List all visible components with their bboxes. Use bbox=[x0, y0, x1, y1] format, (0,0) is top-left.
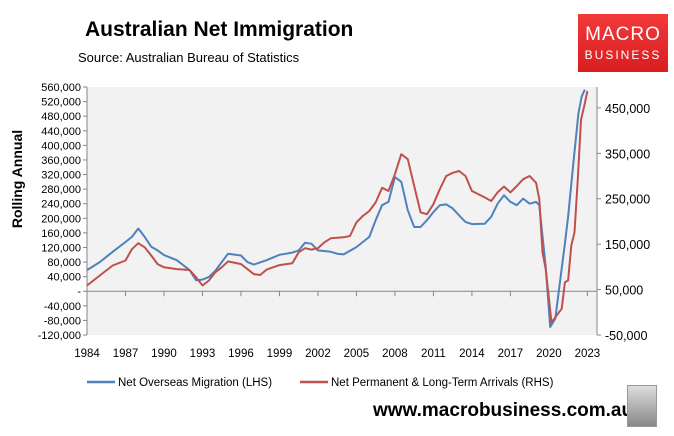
legend-label: Net Overseas Migration (LHS) bbox=[118, 377, 272, 389]
y-left-tick-label: -40,000 bbox=[44, 301, 81, 313]
x-tick-label: 1999 bbox=[267, 348, 293, 360]
x-tick-label: 2017 bbox=[498, 348, 524, 360]
x-tick-label: 2002 bbox=[305, 348, 331, 360]
y-left-tick-label: -120,000 bbox=[38, 330, 81, 342]
chart-title: Australian Net Immigration bbox=[85, 18, 354, 41]
y-left-tick-label: 480,000 bbox=[41, 111, 81, 123]
y-left-tick-label: 560,000 bbox=[41, 82, 81, 94]
y-left-tick-label: - bbox=[77, 286, 81, 298]
y-left-tick-label: 280,000 bbox=[41, 184, 81, 196]
y-axis-label: Rolling Annual bbox=[9, 130, 25, 228]
y-left-tick-label: 160,000 bbox=[41, 228, 81, 240]
logo-line2: BUSINESS bbox=[584, 48, 662, 62]
x-tick-label: 1993 bbox=[190, 348, 216, 360]
x-tick-label: 2008 bbox=[382, 348, 408, 360]
x-tick-label: 1990 bbox=[151, 348, 177, 360]
y-right-tick-label: 450,000 bbox=[605, 102, 650, 116]
y-left-tick-label: 360,000 bbox=[41, 155, 81, 167]
y-left-tick-label: -80,000 bbox=[44, 315, 81, 327]
x-tick-label: 2014 bbox=[459, 348, 485, 360]
y-left-tick-label: 320,000 bbox=[41, 170, 81, 182]
y-left-tick-label: 80,000 bbox=[47, 257, 81, 269]
x-tick-label: 2020 bbox=[536, 348, 562, 360]
y-left-tick-label: 40,000 bbox=[47, 272, 81, 284]
x-tick-label: 1987 bbox=[113, 348, 139, 360]
y-right-tick-label: 50,000 bbox=[605, 284, 643, 298]
x-tick-label: 2011 bbox=[421, 348, 446, 360]
y-right-tick-label: 350,000 bbox=[605, 147, 650, 161]
x-tick-label: 1984 bbox=[74, 348, 100, 360]
y-right-tick-label: -50,000 bbox=[605, 329, 647, 343]
x-tick-label: 2005 bbox=[344, 348, 370, 360]
y-right-tick-label: 150,000 bbox=[605, 238, 650, 252]
y-left-tick-label: 240,000 bbox=[41, 199, 81, 211]
legend-label: Net Permanent & Long-Term Arrivals (RHS) bbox=[331, 377, 554, 389]
y-right-tick-label: 250,000 bbox=[605, 193, 650, 207]
source-note: Source: Australian Bureau of Statistics bbox=[78, 50, 300, 65]
macrobusiness-logo: MACRO BUSINESS bbox=[578, 14, 668, 72]
logo-line1: MACRO bbox=[585, 24, 661, 45]
wolf-logo-icon bbox=[627, 385, 657, 427]
y-left-tick-label: 120,000 bbox=[41, 242, 81, 254]
y-left-tick-label: 200,000 bbox=[41, 213, 81, 225]
y-left-tick-label: 440,000 bbox=[41, 126, 81, 138]
x-tick-label: 1996 bbox=[228, 348, 254, 360]
x-tick-label: 2023 bbox=[575, 348, 601, 360]
y-left-tick-label: 520,000 bbox=[41, 97, 81, 109]
plot-area bbox=[87, 87, 597, 335]
website-url: www.macrobusiness.com.au bbox=[373, 400, 634, 421]
y-left-tick-label: 400,000 bbox=[41, 140, 81, 152]
series-line-pltm-arrivals bbox=[86, 90, 589, 324]
